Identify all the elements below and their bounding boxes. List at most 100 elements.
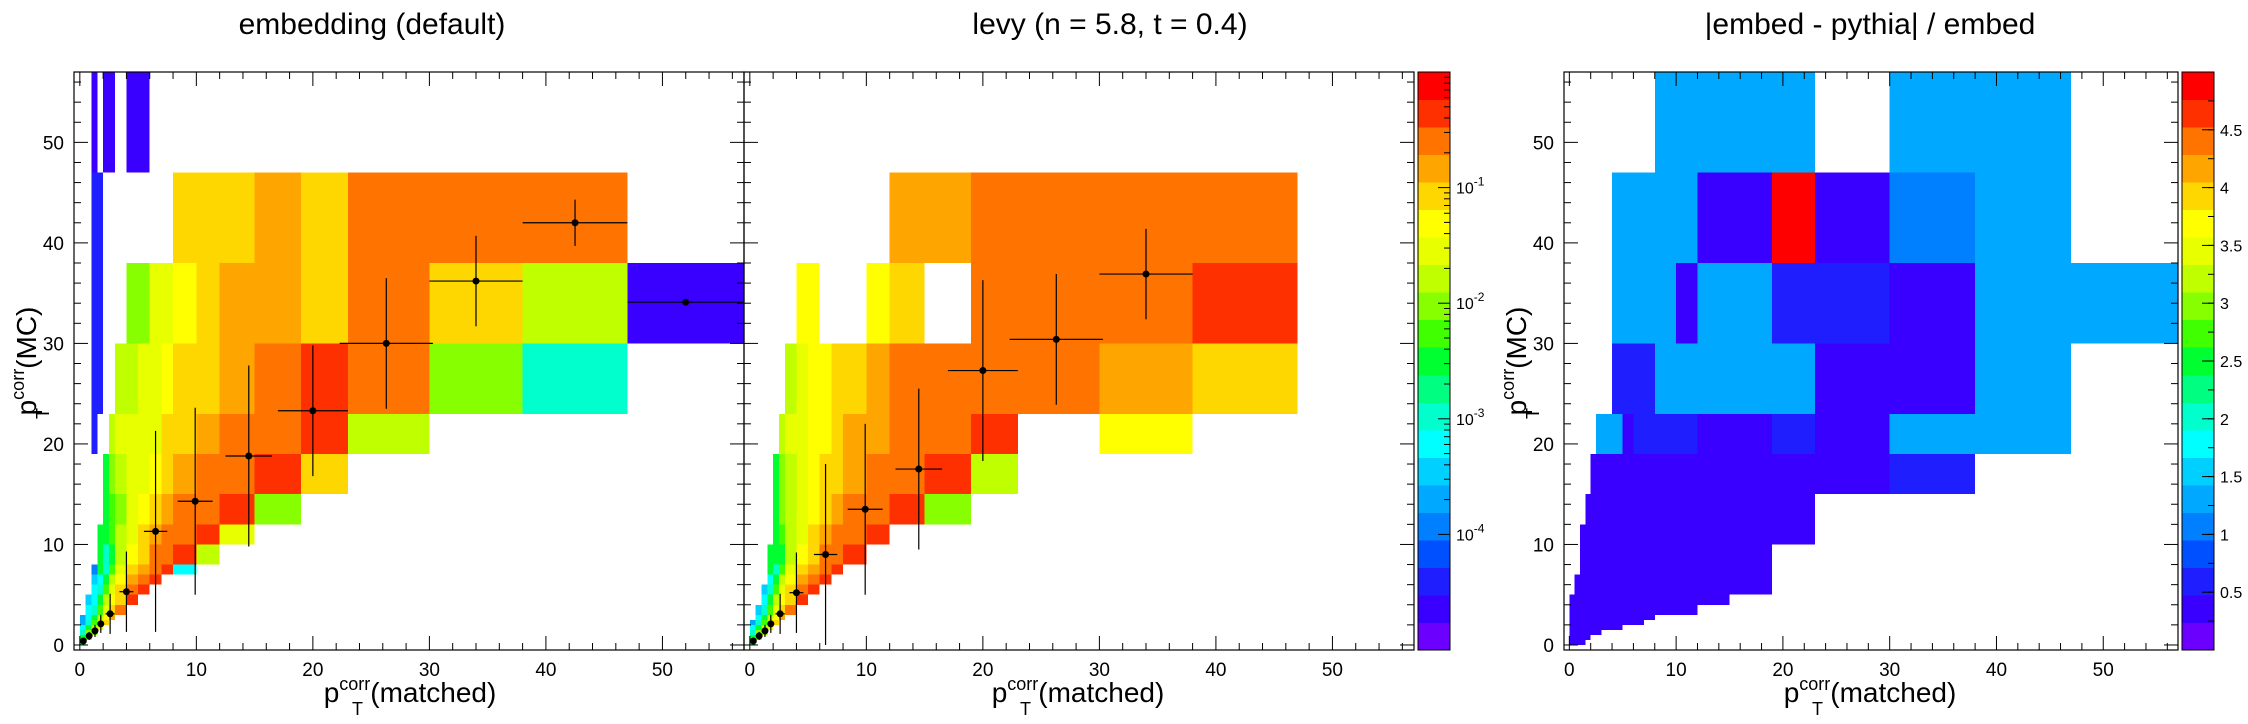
heatmap-cell bbox=[761, 619, 768, 625]
heatmap-cell bbox=[784, 494, 797, 525]
heatmap-cell bbox=[1644, 494, 1655, 525]
heatmap-cell bbox=[971, 343, 1018, 414]
heatmap-cell bbox=[1590, 564, 1597, 575]
x-tick-label: 0 bbox=[1564, 660, 1575, 681]
x-tick-label: 40 bbox=[535, 660, 556, 681]
heatmap-cell bbox=[1612, 413, 1623, 454]
heatmap-cell bbox=[1633, 574, 1645, 585]
heatmap-cell bbox=[924, 453, 972, 495]
heatmap-cell bbox=[1612, 262, 1623, 344]
heatmap-cell bbox=[843, 524, 867, 545]
heatmap-cell bbox=[866, 524, 890, 545]
colorbar-band bbox=[1418, 512, 1450, 541]
heatmap-cell bbox=[254, 413, 302, 454]
profile-point bbox=[429, 235, 523, 327]
heatmap-cell bbox=[889, 172, 925, 263]
heatmap-cell bbox=[114, 453, 127, 495]
heatmap-cell bbox=[784, 413, 797, 454]
heatmap-cell bbox=[1585, 564, 1591, 575]
heatmap-cell bbox=[1633, 524, 1645, 545]
heatmap-cell bbox=[1574, 574, 1581, 585]
heatmap-cell bbox=[843, 343, 867, 414]
heatmap-cell bbox=[1601, 624, 1613, 630]
colorbar-band bbox=[1418, 594, 1450, 623]
colorbar-band bbox=[2182, 127, 2214, 156]
heatmap-cell bbox=[1772, 172, 1815, 263]
heatmap-cell bbox=[79, 629, 86, 635]
heatmap-cell bbox=[91, 343, 98, 414]
heatmap-cell bbox=[784, 524, 797, 545]
heatmap-cell bbox=[1612, 524, 1623, 545]
heatmap-cell bbox=[1676, 524, 1698, 545]
heatmap-cell bbox=[196, 343, 220, 414]
heatmap-cell bbox=[1654, 172, 1677, 263]
heatmap-cell bbox=[1574, 614, 1581, 620]
heatmap-cell bbox=[149, 343, 162, 414]
heatmap-cell bbox=[808, 564, 820, 575]
heatmap-cell bbox=[301, 453, 348, 495]
heatmap-cell bbox=[1772, 72, 1815, 173]
heatmap-cell bbox=[1889, 72, 1976, 173]
heatmap-cell bbox=[1654, 584, 1677, 595]
heatmap-cell bbox=[1633, 594, 1645, 605]
heatmap-cell bbox=[108, 604, 115, 615]
heatmap-cell bbox=[1596, 604, 1602, 615]
heatmap-cell bbox=[924, 172, 972, 263]
profile-point bbox=[813, 464, 838, 645]
heatmap-cell bbox=[1590, 544, 1597, 565]
heatmap-cell bbox=[808, 453, 820, 495]
colorbar-band bbox=[2182, 319, 2214, 348]
colorbar-band bbox=[2182, 512, 2214, 541]
heatmap-cell bbox=[1580, 574, 1586, 585]
profile-point bbox=[627, 298, 744, 306]
heatmap-cell bbox=[1596, 494, 1602, 525]
colorbar-band bbox=[1418, 264, 1450, 293]
heatmap-cell bbox=[1772, 524, 1815, 545]
heatmap-cell bbox=[1622, 604, 1634, 615]
heatmap-cell bbox=[1729, 524, 1773, 545]
profile-point bbox=[339, 278, 433, 409]
y-tick-label: 30 bbox=[1533, 334, 1554, 355]
heatmap-cell bbox=[108, 614, 115, 620]
colorbar-band bbox=[1418, 72, 1450, 101]
heatmap-cell bbox=[91, 594, 98, 605]
heatmap-cell bbox=[1574, 619, 1581, 625]
heatmap-cell bbox=[1644, 343, 1655, 414]
heatmap-cell bbox=[1975, 343, 2072, 414]
heatmap-cell bbox=[1729, 544, 1773, 565]
heatmap-cell bbox=[767, 594, 774, 605]
heatmap-cell bbox=[347, 172, 430, 263]
heatmap-cell bbox=[1601, 453, 1613, 495]
heatmap-cell bbox=[173, 564, 197, 575]
heatmap-cell bbox=[1017, 343, 1100, 414]
heatmap-cell bbox=[196, 262, 220, 344]
heatmap-cell bbox=[254, 494, 302, 525]
heatmap-cell bbox=[1622, 343, 1634, 414]
x-tick-label: 20 bbox=[302, 660, 323, 681]
heatmap-cell bbox=[1580, 564, 1586, 575]
heatmap-cell bbox=[173, 343, 197, 414]
heatmap-cell bbox=[1697, 574, 1730, 585]
heatmap-cell bbox=[1697, 262, 1730, 344]
heatmap-cell bbox=[1654, 72, 1677, 173]
heatmap-cell bbox=[1612, 544, 1623, 565]
heatmap-cell bbox=[1601, 564, 1613, 575]
heatmap-cell bbox=[79, 619, 86, 625]
colorbar-band bbox=[1418, 539, 1450, 568]
heatmap-cell bbox=[161, 564, 174, 575]
heatmap-cell bbox=[126, 544, 139, 565]
colorbar-band bbox=[2182, 72, 2214, 101]
heatmap-cell bbox=[773, 494, 779, 525]
heatmap-cell bbox=[108, 564, 115, 575]
heatmap-cell bbox=[1585, 524, 1591, 545]
heatmap-cell bbox=[196, 524, 220, 545]
heatmap-cell bbox=[1574, 624, 1581, 630]
heatmap-cell bbox=[1654, 262, 1677, 344]
heatmap-cell bbox=[773, 544, 779, 565]
heatmap-cell bbox=[773, 574, 779, 585]
heatmap-cell bbox=[196, 494, 220, 525]
heatmap-cell bbox=[97, 564, 104, 575]
colorbar-band bbox=[2182, 237, 2214, 266]
heatmap-cell bbox=[301, 413, 348, 454]
